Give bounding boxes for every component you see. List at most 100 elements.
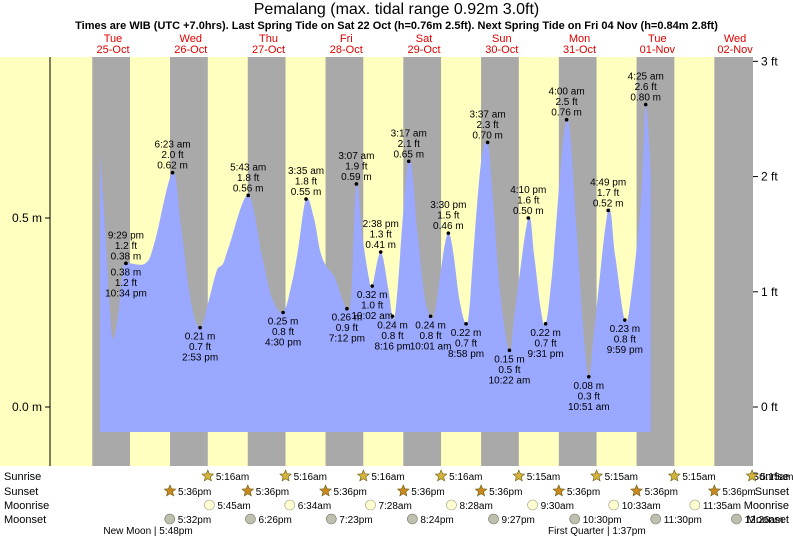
moonset-icon [164, 513, 176, 525]
high-tide-label: 4:10 pm [510, 185, 546, 196]
low-tide-point [281, 310, 285, 315]
moonset-icon [407, 513, 418, 525]
moonset-time: 9:27pm [502, 515, 535, 526]
high-tide-label: 2.1 ft [398, 139, 420, 150]
sunset-icon [552, 484, 566, 497]
moonset-time: 7:23pm [339, 515, 372, 526]
high-tide-label: 0.70 m [472, 130, 503, 141]
moonrise-icon [204, 499, 215, 511]
left-tick-label: 0.0 m [12, 400, 42, 414]
sunset-icon [241, 484, 255, 497]
low-tide-label: 10:02 am [351, 311, 393, 322]
low-tide-point [370, 284, 375, 288]
moonrise-icon [365, 499, 376, 511]
sunrise-icon [667, 469, 681, 482]
low-tide-label: 0.8 ft [614, 335, 636, 346]
high-tide-point [354, 182, 359, 186]
right-tick-label: 3 ft [761, 54, 778, 68]
sunset-icon [630, 484, 644, 497]
high-tide-label: 0.80 m [630, 93, 661, 104]
sunset-icon [707, 484, 721, 497]
day-date: 28-Oct [330, 44, 363, 56]
high-tide-label: 2.0 ft [161, 150, 183, 161]
low-tide-label: 0.9 ft [336, 323, 358, 334]
high-tide-label: 2.6 ft [635, 82, 657, 93]
high-tide-point [304, 197, 308, 201]
moonset-time: 11:30pm [664, 515, 702, 526]
day-date: 31-Oct [563, 44, 596, 56]
high-tide-label: 4:00 am [549, 87, 585, 98]
day-date: 29-Oct [408, 44, 441, 56]
row-label-right: Sunset [755, 486, 789, 498]
high-tide-label: 0.55 m [291, 187, 322, 198]
high-tide-label: 0.62 m [157, 161, 188, 172]
high-tide-point [170, 170, 175, 175]
right-axis-strip [741, 57, 753, 466]
day-name: Mon [569, 33, 590, 45]
moonrise-icon [608, 499, 620, 511]
high-tide-label: 9:29 pm [108, 230, 144, 241]
sunrise-time: 5:15am [760, 472, 793, 483]
high-tide-label: 1.3 ft [370, 230, 392, 241]
row-label-left: Moonset [4, 514, 46, 526]
moonrise-time: 5:45am [217, 501, 250, 512]
sunset-icon [319, 484, 333, 497]
day-name: Fri [340, 33, 353, 45]
moonrise-icon [527, 499, 538, 511]
left-margin [0, 57, 50, 466]
moonset-time: 8:24pm [420, 515, 453, 526]
low-tide-label: 0.38 m [111, 267, 142, 278]
left-tick-label: 0.5 m [12, 211, 42, 225]
moonset-icon [245, 513, 256, 525]
high-tide-point [378, 250, 383, 254]
moonrise-time: 6:34am [298, 501, 331, 512]
sunrise-time: 5:16am [216, 472, 249, 483]
high-tide-label: 1.5 ft [437, 211, 459, 222]
low-tide-point [345, 306, 349, 311]
moonset-time: 5:32pm [178, 515, 211, 526]
moonrise-time: 7:28am [378, 501, 411, 512]
moonset-time: 10:30pm [583, 515, 622, 526]
day-date: 02-Nov [717, 44, 753, 56]
sunrise-time: 5:15am [682, 472, 715, 483]
low-tide-label: 10:34 pm [105, 288, 147, 299]
sunrise-icon [201, 469, 215, 482]
tide-curve [100, 104, 651, 432]
low-tide-label: 7:12 pm [329, 334, 365, 345]
moonrise-icon [689, 499, 701, 511]
high-tide-label: 1.9 ft [345, 161, 367, 172]
low-tide-point [586, 374, 591, 379]
sunset-icon [163, 484, 177, 497]
high-tide-label: 0.52 m [593, 198, 624, 209]
high-tide-label: 6:23 am [154, 140, 190, 151]
low-tide-label: 10:01 am [410, 341, 452, 352]
high-tide-label: 0.76 m [551, 108, 582, 119]
high-tide-label: 0.38 m [111, 251, 142, 262]
moon-phase-label: New Moon | 5:48pm [103, 526, 192, 537]
moonrise-icon [284, 499, 296, 511]
moonset-icon [569, 513, 581, 525]
high-tide-point [564, 117, 569, 122]
low-tide-label: 0.23 m [610, 324, 641, 335]
day-date: 27-Oct [252, 44, 285, 56]
low-tide-label: 0.5 ft [498, 365, 520, 376]
moonset-time: 6:26pm [258, 515, 291, 526]
right-tick-label: 2 ft [761, 170, 778, 184]
high-tide-label: 0.46 m [433, 221, 464, 232]
low-tide-point [390, 314, 395, 319]
sunset-icon [474, 484, 488, 497]
sunrise-icon [356, 469, 370, 482]
high-tide-label: 1.2 ft [115, 241, 137, 252]
low-tide-label: 9:59 pm [607, 345, 643, 356]
low-tide-label: 0.8 ft [419, 331, 441, 342]
low-tide-label: 0.3 ft [578, 391, 600, 402]
chart-title: Pemalang (max. tidal range 0.92m 3.0ft) [253, 1, 540, 18]
row-label-right: Sunrise [752, 471, 789, 483]
low-tide-label: 0.22 m [451, 328, 482, 339]
high-tide-label: 3:30 pm [430, 200, 466, 211]
high-tide-label: 1.8 ft [295, 177, 317, 188]
sunset-icon [396, 484, 410, 497]
day-name: Sat [416, 33, 433, 45]
low-tide-label: 2:53 pm [182, 353, 218, 364]
